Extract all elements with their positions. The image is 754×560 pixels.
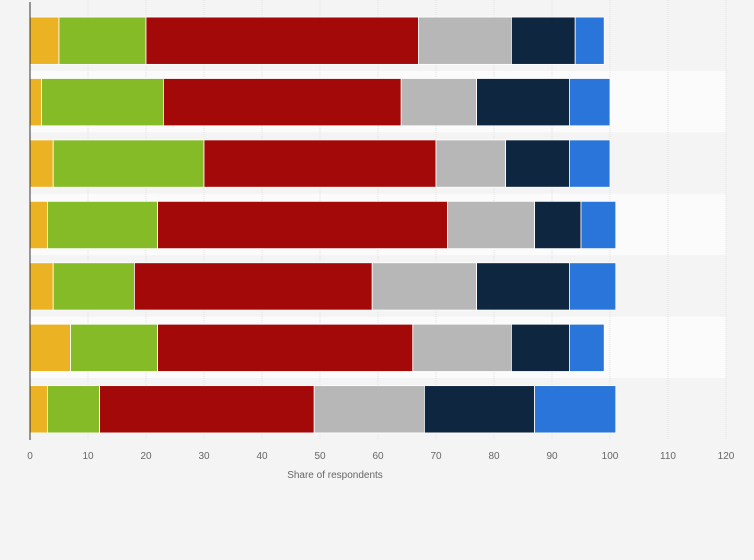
bar-segment[interactable]: [569, 262, 617, 311]
bar-segment[interactable]: [29, 262, 54, 311]
bar-segment[interactable]: [510, 323, 570, 372]
x-tick-label: 50: [314, 451, 326, 462]
bar-segment[interactable]: [510, 16, 576, 65]
bar-segment[interactable]: [203, 139, 437, 188]
x-tick-label: 100: [602, 451, 619, 462]
bar-segment[interactable]: [29, 200, 48, 250]
bar-segment[interactable]: [133, 262, 373, 311]
bar-segment[interactable]: [313, 385, 425, 434]
bar-segment[interactable]: [29, 78, 43, 127]
bar-segment[interactable]: [99, 385, 315, 434]
bars: [29, 16, 617, 434]
bar-segment[interactable]: [41, 78, 164, 127]
bar-segment[interactable]: [162, 78, 402, 127]
x-tick-label: 20: [140, 451, 152, 462]
bar-segment[interactable]: [569, 323, 605, 372]
bar-segment[interactable]: [157, 200, 449, 250]
x-tick-label: 120: [718, 451, 735, 462]
bar-segment[interactable]: [29, 139, 54, 188]
bar-segment[interactable]: [52, 262, 135, 311]
bar-segment[interactable]: [400, 78, 478, 127]
x-tick-label: 40: [256, 451, 268, 462]
x-tick-label: 90: [546, 451, 558, 462]
bar-segment[interactable]: [47, 385, 101, 434]
bar-segment[interactable]: [371, 262, 478, 311]
bar-segment[interactable]: [47, 200, 158, 250]
bar-segment[interactable]: [435, 139, 506, 188]
bar-segment[interactable]: [476, 78, 570, 127]
bar-segment[interactable]: [145, 16, 420, 65]
x-tick-label: 80: [488, 451, 500, 462]
bar-segment[interactable]: [534, 200, 582, 250]
bar-segment[interactable]: [29, 16, 60, 65]
bar-segment[interactable]: [29, 323, 71, 372]
x-tick-label: 70: [430, 451, 442, 462]
x-axis-title: Share of respondents: [287, 470, 383, 481]
bar-segment[interactable]: [29, 385, 48, 434]
x-tick-label: 30: [198, 451, 210, 462]
bar-segment[interactable]: [423, 385, 535, 434]
bar-segment[interactable]: [447, 200, 536, 250]
bar-segment[interactable]: [412, 323, 512, 372]
bar-segment[interactable]: [505, 139, 570, 188]
bar-segment[interactable]: [70, 323, 158, 372]
x-tick-label: 110: [660, 451, 676, 462]
bar-segment[interactable]: [574, 16, 605, 65]
bar-segment[interactable]: [569, 139, 611, 188]
bar-segment[interactable]: [157, 323, 414, 372]
x-axis: 0 10 20 30 40 50 60 70 80 90 100 110 120: [27, 2, 735, 462]
bar-segment[interactable]: [569, 78, 611, 127]
bar-segment[interactable]: [52, 139, 205, 188]
bar-segment[interactable]: [534, 385, 617, 434]
x-tick-label: 10: [82, 451, 94, 462]
x-tick-label: 0: [27, 451, 33, 462]
bar-segment[interactable]: [476, 262, 570, 311]
bar-segment[interactable]: [418, 16, 512, 65]
x-tick-label: 60: [372, 451, 384, 462]
bar-segment[interactable]: [580, 200, 617, 250]
bar-segment[interactable]: [58, 16, 147, 65]
